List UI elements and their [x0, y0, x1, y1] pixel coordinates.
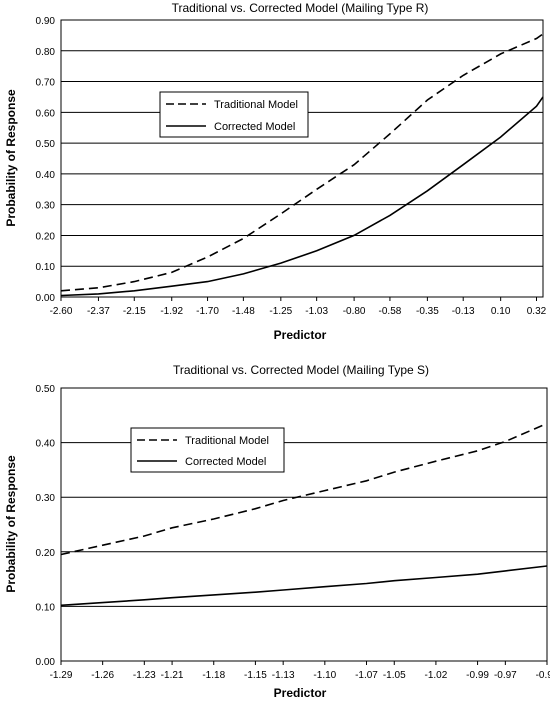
chart-s-y-tick-label: 0.10: [36, 602, 56, 613]
chart-r-y-tick-label: 0.60: [36, 108, 56, 119]
chart-r-series: [60, 33, 544, 297]
chart-s-x-tick-label: -1.26: [91, 670, 114, 681]
chart-s-x-tick-label: -1.02: [425, 670, 448, 681]
chart-s-plot-area: [60, 387, 548, 662]
chart-s-x-tick-label: -0.94: [536, 670, 550, 681]
chart-r-legend-traditional-label: Traditional Model: [214, 99, 298, 111]
chart-s-x-tick-label: -1.13: [272, 670, 295, 681]
chart-s-x-tick-label: -1.05: [383, 670, 406, 681]
chart-r-title: Traditional vs. Corrected Model (Mailing…: [172, 1, 429, 15]
chart-r-y-axis-label: Probability of Response: [4, 89, 18, 227]
chart-s: Traditional vs. Corrected Model (Mailing…: [4, 363, 550, 700]
chart-s-x-tick-label: -1.21: [161, 670, 184, 681]
chart-r-y-tick-labels: 0.00 0.10 0.20 0.30 0.40 0.50 0.60 0.70 0.80 0.90: [36, 16, 56, 304]
chart-r-x-tick-label: -2.60: [50, 306, 73, 317]
chart-s-y-tick-label: 0.20: [36, 548, 56, 559]
chart-r-y-tick-label: 0.10: [36, 262, 56, 273]
chart-s-legend: Traditional Model Corrected Model: [130, 427, 285, 473]
chart-s-y-tick-label: 0.40: [36, 439, 56, 450]
chart-r-y-tick-label: 0.20: [36, 231, 56, 242]
chart-s-legend-traditional-label: Traditional Model: [185, 435, 269, 447]
chart-s-series-traditional-model: [60, 422, 548, 556]
chart-r-x-tick-label: -0.13: [452, 306, 475, 317]
chart-s-y-tick-label: 0.50: [36, 384, 56, 395]
chart-r-x-tick-label: -1.70: [196, 306, 219, 317]
chart-s-x-tick-label: -1.23: [133, 670, 156, 681]
chart-r-series-traditional-model: [60, 33, 544, 292]
chart-r-y-tick-label: 0.00: [36, 293, 56, 304]
chart-r-series-corrected-model: [60, 96, 544, 297]
chart-r-x-tick-label: 0.10: [491, 306, 511, 317]
chart-r-x-tick-label: -1.03: [305, 306, 328, 317]
chart-r-plot-area: [60, 19, 544, 298]
chart-s-legend-corrected-label: Corrected Model: [185, 456, 266, 468]
chart-s-x-tick-label: -1.29: [50, 670, 73, 681]
chart-s-title: Traditional vs. Corrected Model (Mailing…: [173, 363, 429, 377]
chart-s-y-tick-labels: 0.00 0.10 0.20 0.30 0.40 0.50: [36, 384, 56, 668]
chart-s-x-tick-label: -1.10: [313, 670, 336, 681]
chart-s-series: [60, 422, 548, 607]
chart-s-legend-box: [130, 427, 285, 473]
chart-r-y-tick-label: 0.70: [36, 78, 56, 89]
chart-r-legend: Traditional Model Corrected Model: [159, 91, 309, 138]
chart-r-x-tick-labels: -2.60 -2.37 -2.15 -1.92 -1.70 -1.48 -1.25 -1.03…: [50, 297, 547, 317]
chart-s-y-tick-label: 0.00: [36, 657, 56, 668]
chart-s-x-tick-labels: -1.29 -1.26 -1.23 -1.21 -1.18 -1.15 -1.13 -1.10…: [50, 661, 550, 681]
chart-r-x-tick-label: -2.37: [87, 306, 110, 317]
chart-r-y-tick-label: 0.80: [36, 47, 56, 58]
chart-s-y-axis-label: Probability of Response: [4, 455, 18, 593]
chart-s-x-tick-label: -0.97: [494, 670, 517, 681]
chart-s-x-tick-label: -1.07: [355, 670, 378, 681]
chart-r-x-tick-label: 0.32: [527, 306, 547, 317]
chart-r-x-tick-label: -0.35: [416, 306, 439, 317]
chart-s-x-tick-label: -1.18: [202, 670, 225, 681]
chart-r-x-tick-label: -1.25: [269, 306, 292, 317]
chart-r-legend-box: [159, 91, 309, 138]
chart-r-x-tick-label: -0.58: [379, 306, 402, 317]
chart-r-x-tick-label: -1.92: [160, 306, 183, 317]
chart-r-y-tick-label: 0.50: [36, 139, 56, 150]
chart-s-x-tick-label: -1.15: [244, 670, 267, 681]
chart-r-legend-corrected-label: Corrected Model: [214, 121, 295, 133]
chart-s-x-axis-label: Predictor: [274, 686, 327, 700]
chart-r-x-tick-label: -2.15: [123, 306, 146, 317]
chart-r: Traditional vs. Corrected Model (Mailing…: [4, 1, 547, 342]
chart-r-x-axis-label: Predictor: [274, 328, 327, 342]
chart-s-x-tick-label: -0.99: [466, 670, 489, 681]
chart-s-series-corrected-model: [60, 565, 548, 607]
chart-r-x-tick-label: -0.80: [343, 306, 366, 317]
chart-r-y-tick-label: 0.40: [36, 170, 56, 181]
chart-r-y-tick-label: 0.90: [36, 16, 56, 27]
chart-r-y-tick-label: 0.30: [36, 201, 56, 212]
chart-s-y-tick-label: 0.30: [36, 493, 56, 504]
chart-r-x-tick-label: -1.48: [232, 306, 255, 317]
